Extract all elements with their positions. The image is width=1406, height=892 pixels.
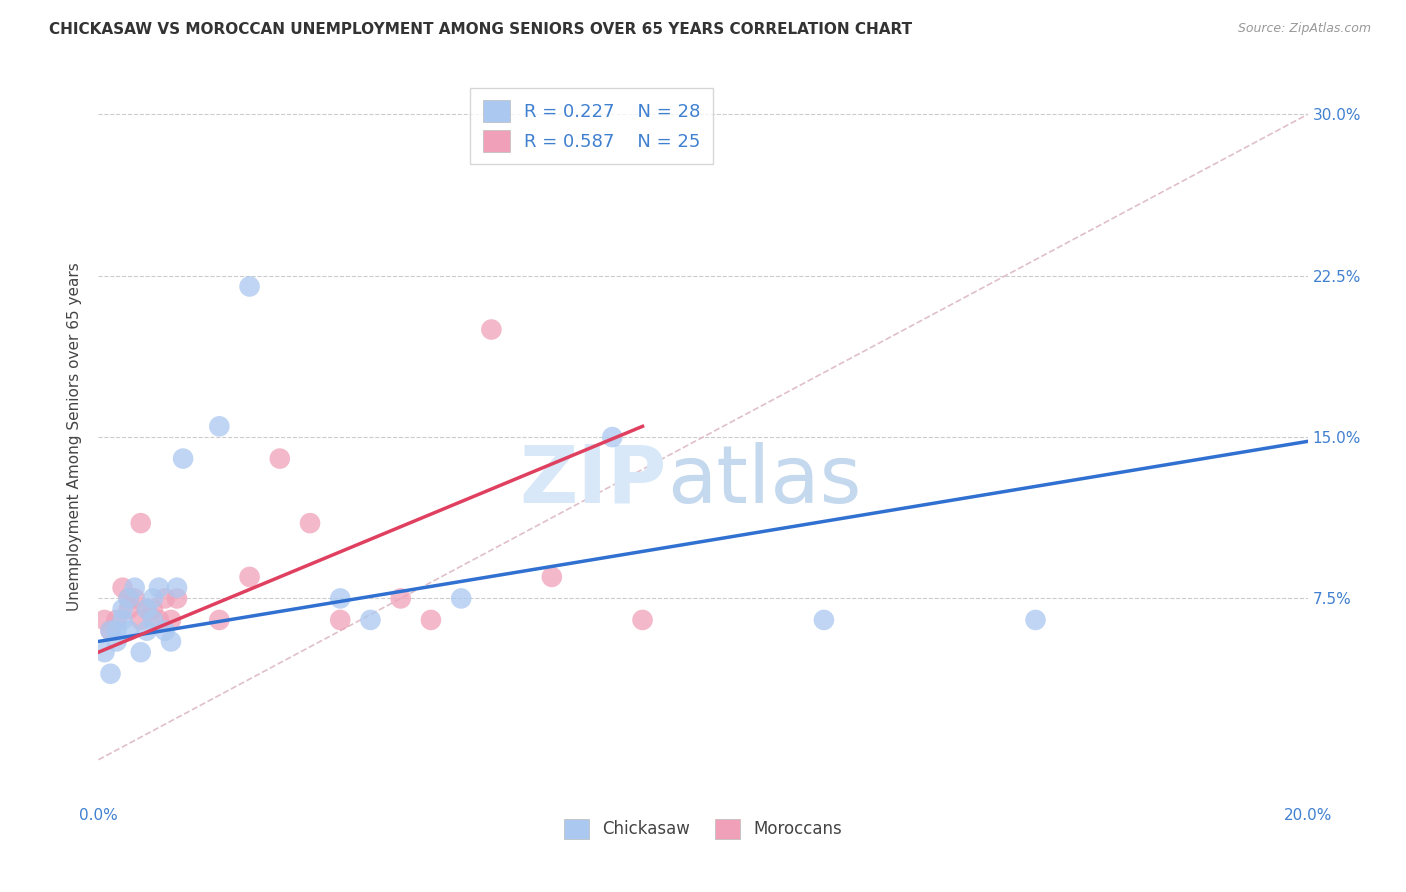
Point xyxy=(153,591,176,606)
Point xyxy=(124,591,146,606)
Point xyxy=(153,624,176,638)
Point xyxy=(111,613,134,627)
Point xyxy=(100,666,122,681)
Point xyxy=(129,613,152,627)
Point xyxy=(329,591,352,606)
Point xyxy=(118,624,141,638)
Point xyxy=(142,602,165,616)
Point xyxy=(105,613,128,627)
Point xyxy=(100,624,122,638)
Text: CHICKASAW VS MOROCCAN UNEMPLOYMENT AMONG SENIORS OVER 65 YEARS CORRELATION CHART: CHICKASAW VS MOROCCAN UNEMPLOYMENT AMONG… xyxy=(49,22,912,37)
Point xyxy=(100,624,122,638)
Point xyxy=(129,645,152,659)
Point xyxy=(148,613,170,627)
Point xyxy=(208,419,231,434)
Point xyxy=(239,570,262,584)
Point xyxy=(239,279,262,293)
Point xyxy=(160,613,183,627)
Point xyxy=(118,602,141,616)
Point xyxy=(135,602,157,616)
Point xyxy=(481,322,503,336)
Point xyxy=(631,613,654,627)
Point xyxy=(208,613,231,627)
Point xyxy=(813,613,835,627)
Point xyxy=(450,591,472,606)
Point xyxy=(160,634,183,648)
Point xyxy=(360,613,382,627)
Point xyxy=(129,516,152,530)
Text: Source: ZipAtlas.com: Source: ZipAtlas.com xyxy=(1237,22,1371,36)
Point xyxy=(540,570,562,584)
Point xyxy=(166,591,188,606)
Text: atlas: atlas xyxy=(666,442,860,520)
Point xyxy=(389,591,412,606)
Point xyxy=(420,613,443,627)
Point xyxy=(93,613,115,627)
Point xyxy=(172,451,194,466)
Y-axis label: Unemployment Among Seniors over 65 years: Unemployment Among Seniors over 65 years xyxy=(67,263,83,611)
Legend: Chickasaw, Moroccans: Chickasaw, Moroccans xyxy=(557,812,849,846)
Point xyxy=(135,624,157,638)
Point xyxy=(135,602,157,616)
Point xyxy=(93,645,115,659)
Point xyxy=(142,613,165,627)
Point xyxy=(166,581,188,595)
Text: ZIP: ZIP xyxy=(519,442,666,520)
Point xyxy=(329,613,352,627)
Point xyxy=(1024,613,1046,627)
Point xyxy=(105,634,128,648)
Point xyxy=(299,516,322,530)
Point xyxy=(124,581,146,595)
Point xyxy=(148,581,170,595)
Point xyxy=(602,430,624,444)
Point xyxy=(111,602,134,616)
Point xyxy=(118,591,141,606)
Point xyxy=(105,624,128,638)
Point xyxy=(142,591,165,606)
Point xyxy=(269,451,291,466)
Point xyxy=(111,581,134,595)
Point xyxy=(118,591,141,606)
